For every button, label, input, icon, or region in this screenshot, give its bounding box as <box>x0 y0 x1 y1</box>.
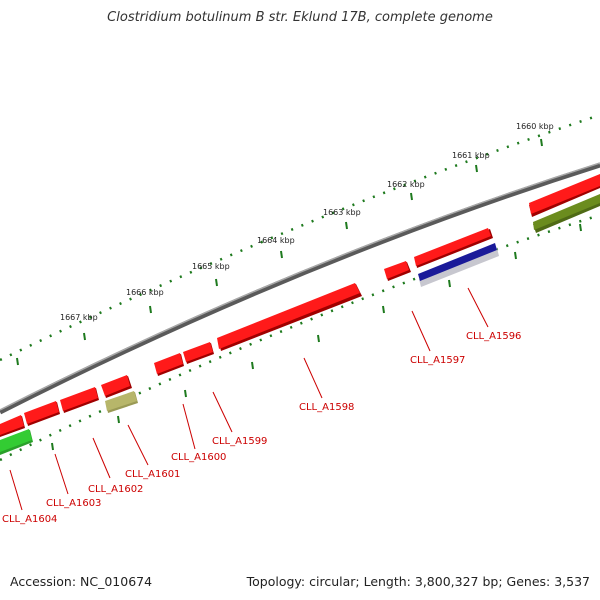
forward-gene-1598 <box>217 283 362 351</box>
gene-labels: CLL_A1596 CLL_A1597 CLL_A1598 CLL_A1599 … <box>2 331 521 525</box>
green-feature <box>0 429 33 455</box>
genome-backbone-highlight <box>0 162 600 411</box>
scale-label: 1660 kbp <box>516 122 554 131</box>
gene-label: CLL_A1597 <box>410 355 465 366</box>
map-title: Clostridium botulinum B str. Eklund 17B,… <box>107 10 493 25</box>
gene-label-leaders <box>9 287 489 511</box>
scale-label: 1667 kbp <box>60 313 98 322</box>
accession-text: Accession: NC_010674 <box>10 574 153 589</box>
olive-feature <box>533 194 600 233</box>
gene-label: CLL_A1596 <box>466 331 521 342</box>
gene-label: CLL_A1604 <box>2 514 57 525</box>
forward-gene-1602 <box>60 387 99 413</box>
gene-label: CLL_A1600 <box>171 452 226 463</box>
scale-label: 1663 kbp <box>323 208 361 217</box>
scale-label: 1665 kbp <box>192 262 230 271</box>
outer-major-ticks <box>16 138 543 366</box>
forward-gene-1599 <box>183 342 214 364</box>
genome-backbone <box>0 162 600 415</box>
scale-label: 1662 kbp <box>387 180 425 189</box>
genome-summary-text: Topology: circular; Length: 3,800,327 bp… <box>246 574 590 589</box>
scale-label: 1664 kbp <box>257 236 295 245</box>
scale-label: 1666 kbp <box>126 288 164 297</box>
gene-label: CLL_A1603 <box>46 498 101 509</box>
scale-labels: 1660 kbp 1661 kbp 1662 kbp 1663 kbp 1664… <box>60 122 554 322</box>
forward-gene-1601 <box>101 375 132 398</box>
gene-label: CLL_A1599 <box>212 436 267 447</box>
inner-major-ticks <box>51 223 582 451</box>
khaki-feature <box>105 391 138 413</box>
outer-scale-ring <box>0 113 600 362</box>
forward-gene-1604 <box>0 415 25 437</box>
scale-label: 1661 kbp <box>452 151 490 160</box>
gene-label: CLL_A1602 <box>88 484 143 495</box>
gene-label: CLL_A1601 <box>125 469 180 480</box>
forward-gene-1600 <box>154 353 184 376</box>
blue-feature <box>418 243 499 287</box>
forward-gene-1596 <box>529 174 600 217</box>
forward-gene-small-a <box>384 261 411 281</box>
forward-gene-1603 <box>24 401 60 426</box>
gene-label: CLL_A1598 <box>299 402 354 413</box>
forward-gene-1597 <box>414 228 493 268</box>
